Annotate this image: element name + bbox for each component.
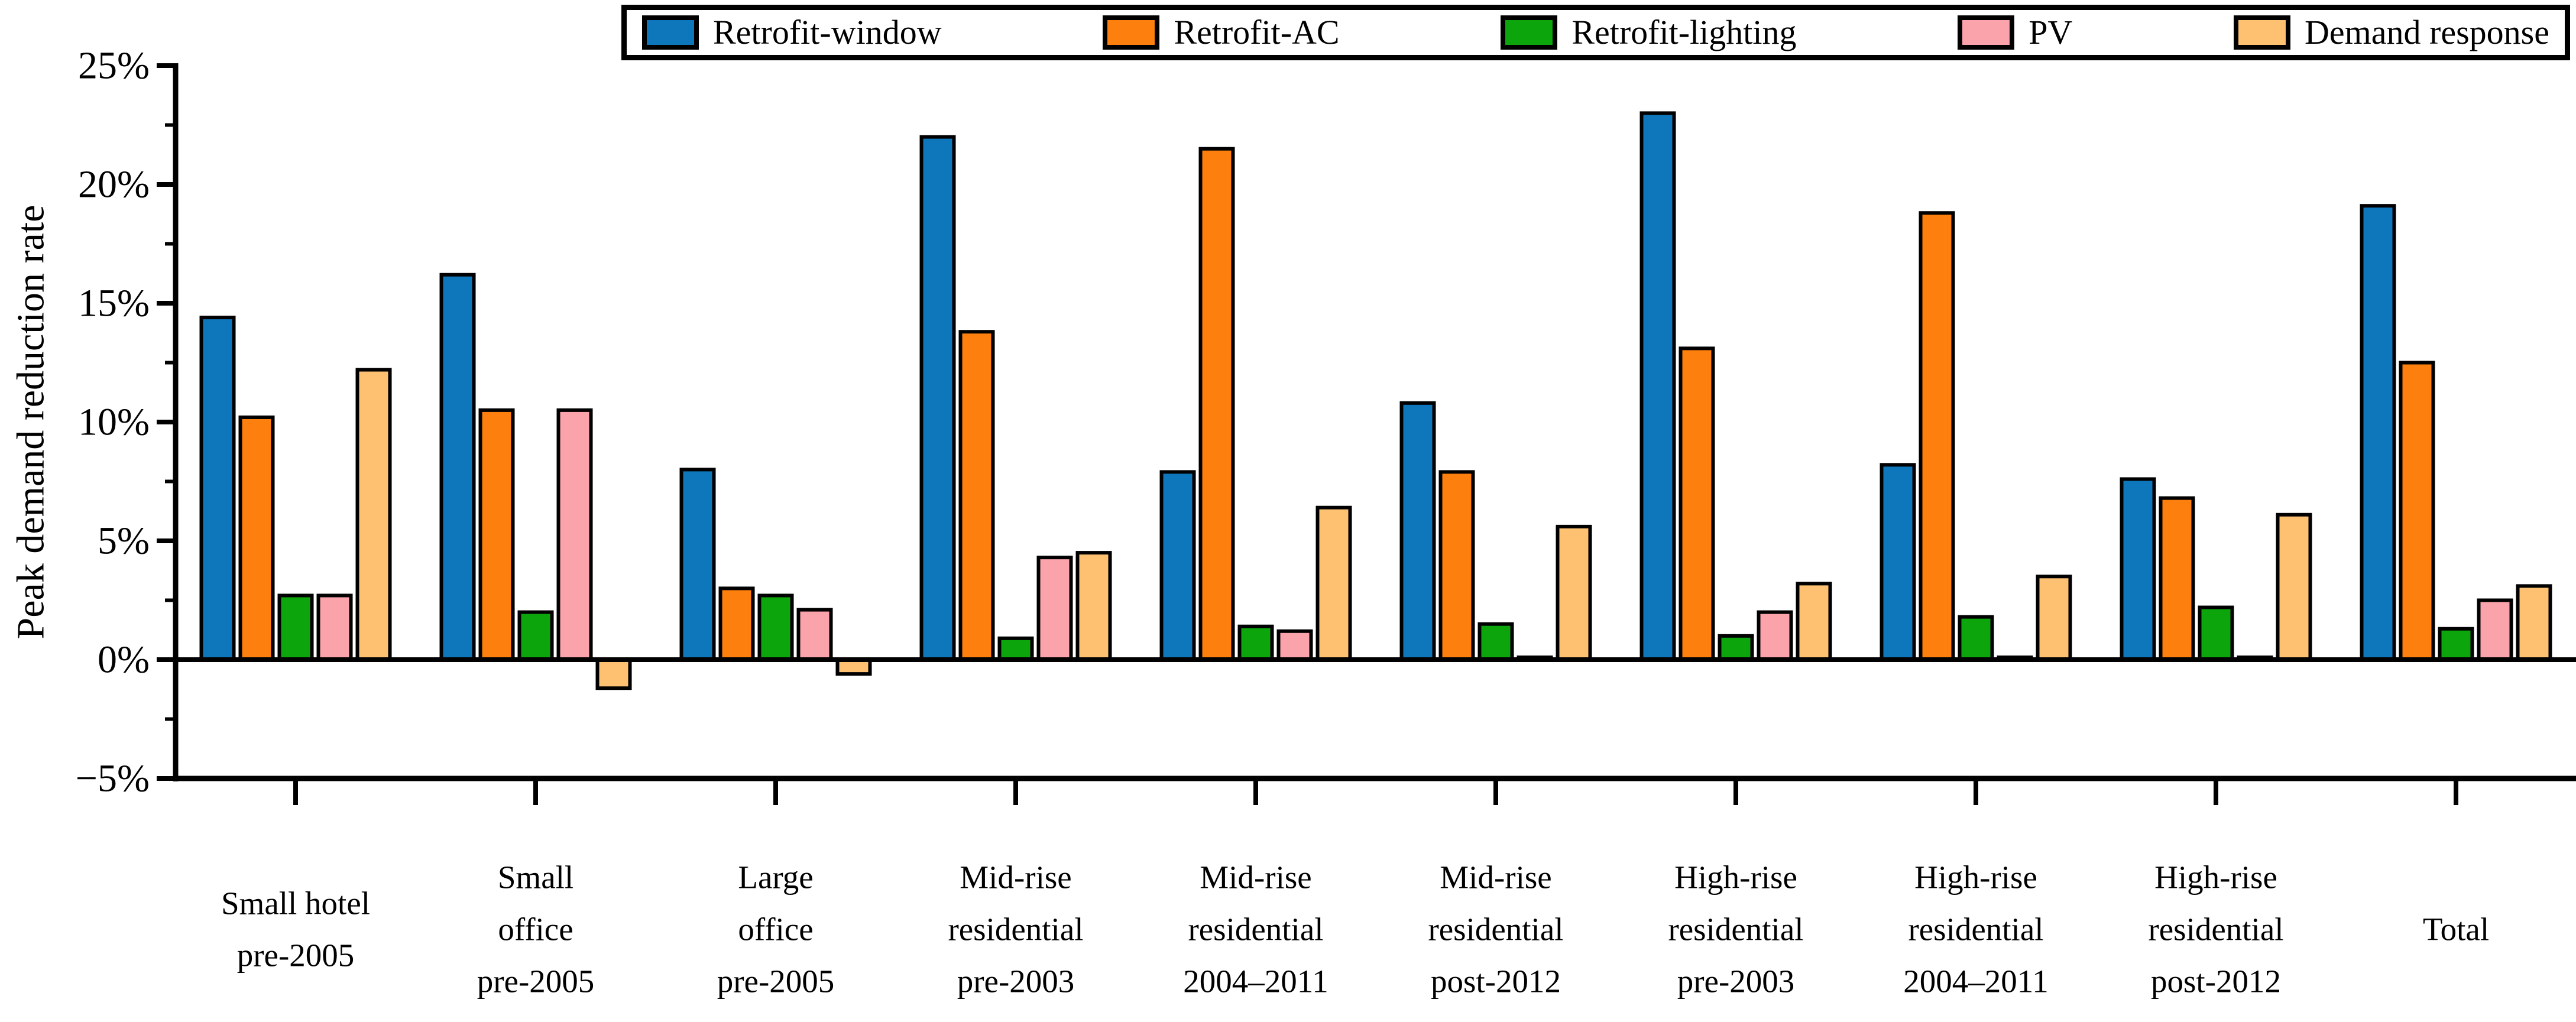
bar-demand-response-group9: [2276, 512, 2312, 662]
bar-retrofit-window-group3: [679, 468, 716, 662]
bar-demand-response-group1: [355, 368, 392, 661]
y-tick-label: 0%: [98, 638, 150, 682]
x-category-label: Mid-rise residential 2004–2011: [1183, 859, 1328, 1000]
legend-swatch-icon: [642, 15, 699, 50]
bar-retrofit-ac-group4: [958, 330, 995, 661]
bar-retrofit-window-group6: [1399, 401, 1436, 662]
bar-retrofit-ac-group6: [1438, 470, 1475, 661]
bar-retrofit-lighting-group8: [1958, 615, 1994, 662]
bar-retrofit-lighting-group9: [2198, 605, 2234, 662]
bar-retrofit-window-group4: [919, 135, 956, 662]
bar-retrofit-ac-group3: [718, 586, 755, 662]
bar-retrofit-ac-group10: [2399, 361, 2435, 661]
y-tick-label: 15%: [78, 282, 150, 325]
bar-retrofit-window-group2: [439, 272, 476, 661]
bar-demand-response-group10: [2516, 584, 2552, 662]
x-category-label: Total: [2423, 911, 2489, 948]
bar-retrofit-lighting-group7: [1718, 634, 1754, 662]
x-category-label: Mid-rise residential pre-2003: [948, 859, 1083, 1000]
legend-swatch-icon: [1501, 15, 1558, 50]
legend-label: Retrofit-window: [713, 13, 942, 51]
legend-item-demand-response: Demand response: [2234, 15, 2549, 50]
legend: Retrofit-window Retrofit-AC Retrofit-light…: [621, 5, 2570, 60]
x-category-label: High-rise residential post-2012: [2148, 859, 2283, 1000]
bar-retrofit-window-group8: [1880, 463, 1916, 661]
bar-demand-response-group8: [2036, 575, 2072, 661]
legend-item-retrofit-window: Retrofit-window: [642, 15, 942, 50]
bar-pv-group7: [1757, 610, 1793, 661]
legend-label: Demand response: [2305, 13, 2549, 51]
bar-retrofit-lighting-group6: [1477, 622, 1514, 661]
bar-retrofit-window-group7: [1639, 111, 1676, 661]
bar-retrofit-ac-group1: [238, 415, 275, 662]
legend-swatch-icon: [2234, 15, 2291, 50]
legend-label: Retrofit-AC: [1174, 13, 1340, 51]
x-category-label: High-rise residential pre-2003: [1668, 859, 1803, 1000]
legend-item-retrofit-lighting: Retrofit-lighting: [1501, 15, 1796, 50]
y-tick-label: −5%: [76, 757, 150, 800]
legend-swatch-icon: [1103, 15, 1160, 50]
bar-retrofit-window-group9: [2120, 477, 2156, 661]
bar-pv-group5: [1276, 629, 1313, 662]
y-axis-title: Peak demand reduction rate: [9, 205, 53, 640]
x-category-label: Large office pre-2005: [717, 859, 835, 1000]
y-tick-label: 25%: [78, 44, 150, 87]
x-category-label: High-rise residential 2004–2011: [1903, 859, 2048, 1000]
bar-retrofit-lighting-group3: [757, 593, 794, 662]
legend-item-retrofit-ac: Retrofit-AC: [1103, 13, 1340, 51]
bar-retrofit-ac-group8: [1919, 211, 1955, 661]
bar-retrofit-lighting-group10: [2438, 627, 2474, 661]
bar-pv-group3: [796, 608, 833, 661]
bar-retrofit-window-group10: [2360, 204, 2396, 661]
bar-demand-response-group5: [1315, 505, 1352, 661]
bar-demand-response-group6: [1556, 524, 1592, 661]
bar-retrofit-lighting-group1: [277, 593, 314, 662]
bar-pv-group2: [556, 408, 593, 662]
legend-label: PV: [2029, 13, 2073, 51]
y-tick-label: 20%: [78, 163, 150, 206]
bar-demand-response-group4: [1075, 551, 1112, 661]
x-category-label: Mid-rise residential post-2012: [1428, 859, 1563, 1000]
bar-retrofit-ac-group2: [478, 408, 515, 662]
bar-demand-response-group2: [595, 658, 632, 690]
bar-retrofit-lighting-group4: [997, 636, 1034, 661]
bar-pv-group4: [1036, 556, 1073, 662]
bar-retrofit-lighting-group2: [517, 610, 554, 661]
y-tick-label: 10%: [78, 401, 150, 444]
x-category-label: Small office pre-2005: [477, 859, 595, 1000]
bar-pv-group1: [316, 593, 353, 662]
bar-retrofit-lighting-group5: [1237, 624, 1274, 661]
bar-retrofit-window-group1: [199, 316, 236, 661]
x-category-label: Small hotel pre-2005: [221, 885, 370, 974]
bar-demand-response-group7: [1796, 582, 1832, 661]
bar-retrofit-window-group5: [1159, 470, 1196, 661]
bar-retrofit-ac-group5: [1198, 147, 1235, 661]
legend-item-pv: PV: [1958, 15, 2072, 50]
y-tick-label: 5%: [98, 520, 150, 563]
legend-swatch-icon: [1958, 15, 2015, 50]
bar-pv-group10: [2477, 598, 2513, 661]
bar-retrofit-ac-group9: [2159, 496, 2195, 661]
legend-label: Retrofit-lighting: [1571, 13, 1797, 51]
bar-retrofit-ac-group7: [1679, 346, 1715, 661]
